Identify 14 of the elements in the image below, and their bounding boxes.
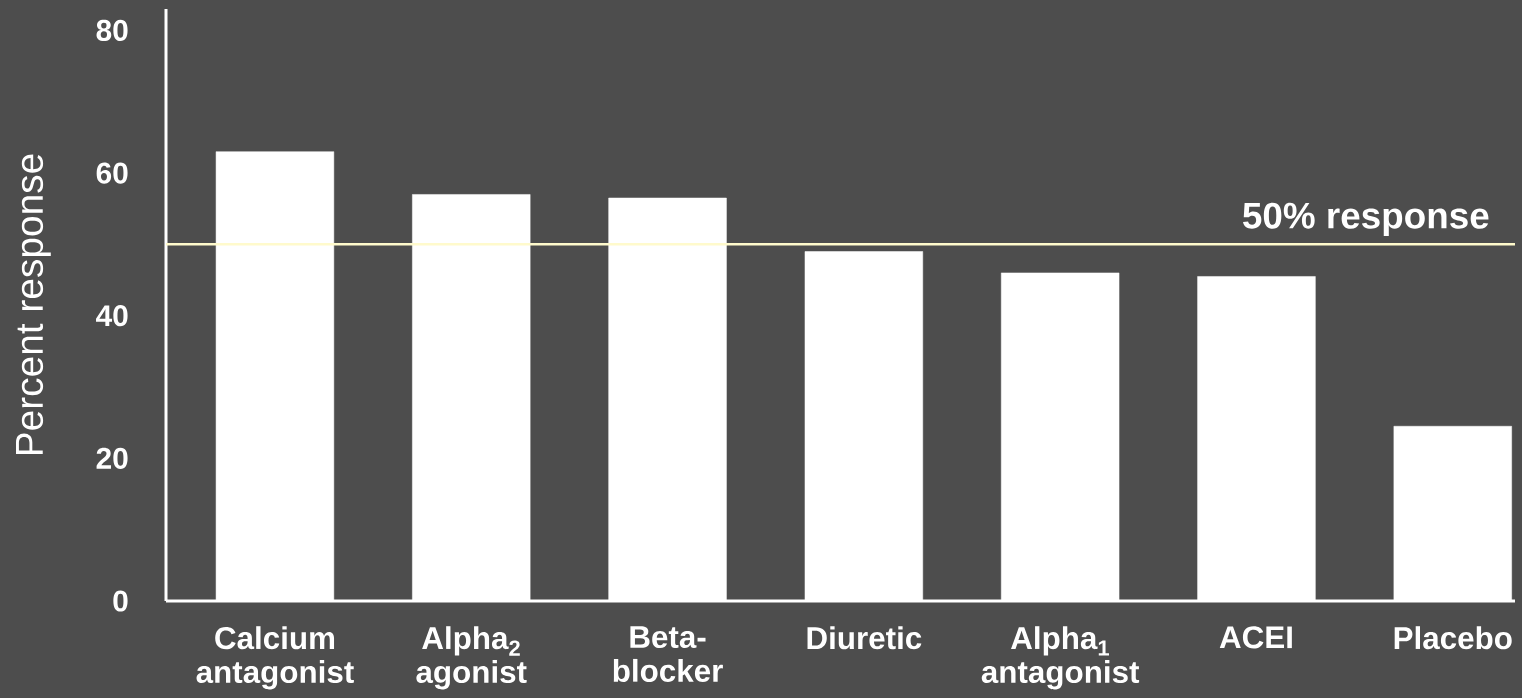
x-tick-label: ACEI xyxy=(1219,626,1292,649)
x-tick-label: Alpha$_{1}$ antagonist xyxy=(981,626,1140,690)
y-tick-label: 40 xyxy=(96,305,128,327)
y-tick-label: 60 xyxy=(96,162,128,184)
ref-line-label: 50% response xyxy=(1243,202,1489,237)
x-tick-label: Diuretic xyxy=(807,626,922,650)
x-tick-label: Placebo xyxy=(1394,626,1512,650)
x-tick-label: Alpha$_{2}$ agonist xyxy=(416,626,527,690)
y-axis-title: Percent response xyxy=(16,154,51,455)
y-tick-label: 20 xyxy=(96,447,128,469)
x-tick-label: Calcium antagonist xyxy=(196,626,354,690)
y-tick-label: 80 xyxy=(96,19,128,41)
x-tick-label: Beta-blocker xyxy=(613,626,723,682)
y-tick-label: 0 xyxy=(113,590,128,612)
